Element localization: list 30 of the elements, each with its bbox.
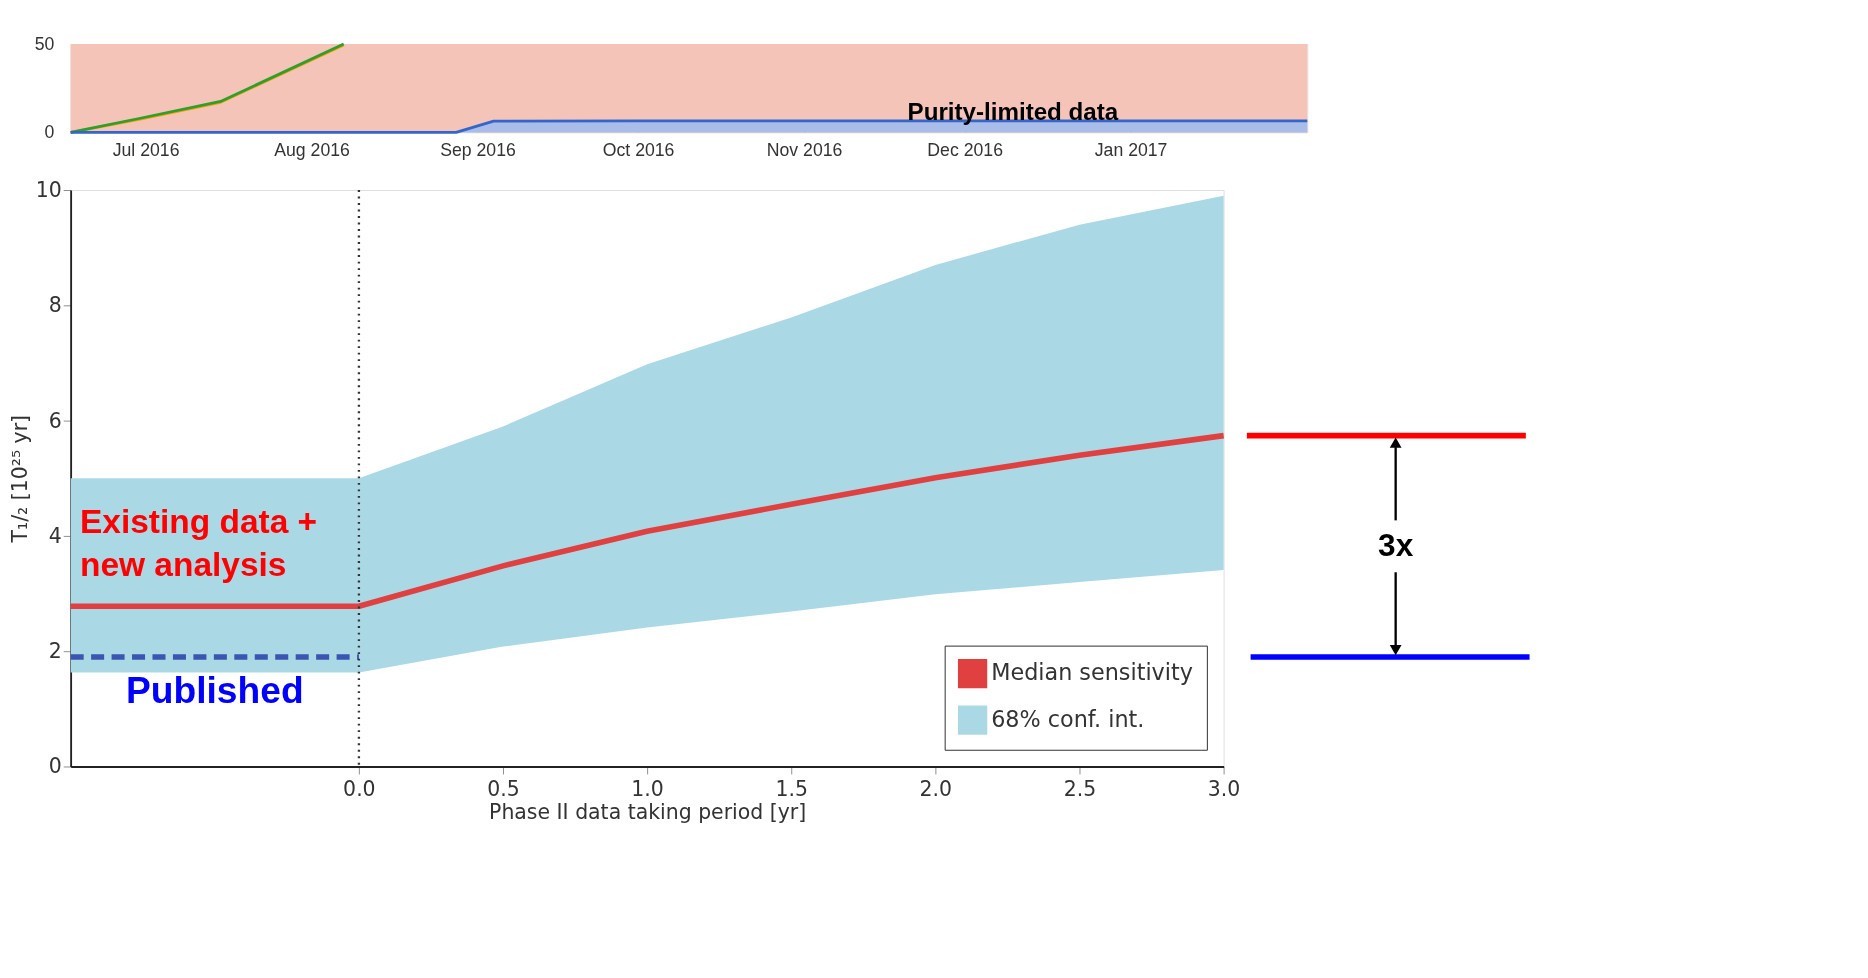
x-tick-label: Dec 2016 <box>927 140 1004 161</box>
series-label: Published <box>125 669 304 712</box>
x-tick-label: 2.5 <box>1063 776 1097 801</box>
y-tick-label: 4 <box>48 523 62 548</box>
y-tick-label: 10 <box>35 178 62 203</box>
y-tick-label: 2 <box>48 639 62 664</box>
x-tick-label: Nov 2016 <box>766 140 843 161</box>
y-tick-label: 0 <box>44 122 55 143</box>
x-tick-label: 3.0 <box>1207 776 1241 801</box>
y-tick-label: 50 <box>34 34 55 55</box>
x-tick-label: 0.5 <box>487 776 520 801</box>
legend-label: 68% conf. int. <box>991 705 1145 732</box>
legend-label: Median sensitivity <box>991 659 1193 686</box>
x-tick-label: Jul 2016 <box>112 140 180 161</box>
x-tick-label: Aug 2016 <box>274 140 351 161</box>
annotation: Existing data + new analysis <box>79 503 318 583</box>
annotation: Purity-limited data <box>907 97 1119 125</box>
x-tick-label: Oct 2016 <box>602 140 675 161</box>
y-tick-label: 6 <box>48 408 62 433</box>
y-tick-label: 0 <box>48 754 62 779</box>
x-tick-label: Jan 2017 <box>1094 140 1168 161</box>
x-axis-title: Phase II data taking period [yr] <box>489 800 807 825</box>
y-axis-title: T₁/₂ [10²⁵ yr] <box>8 414 33 544</box>
x-tick-label: 1.0 <box>631 776 664 801</box>
y-tick-label: 8 <box>48 293 62 318</box>
x-tick-label: 0.0 <box>343 776 376 801</box>
x-tick-label: 2.0 <box>919 776 953 801</box>
x-tick-label: 1.5 <box>775 776 808 801</box>
text: 3x <box>1378 526 1414 563</box>
x-tick-label: Sep 2016 <box>440 140 516 161</box>
